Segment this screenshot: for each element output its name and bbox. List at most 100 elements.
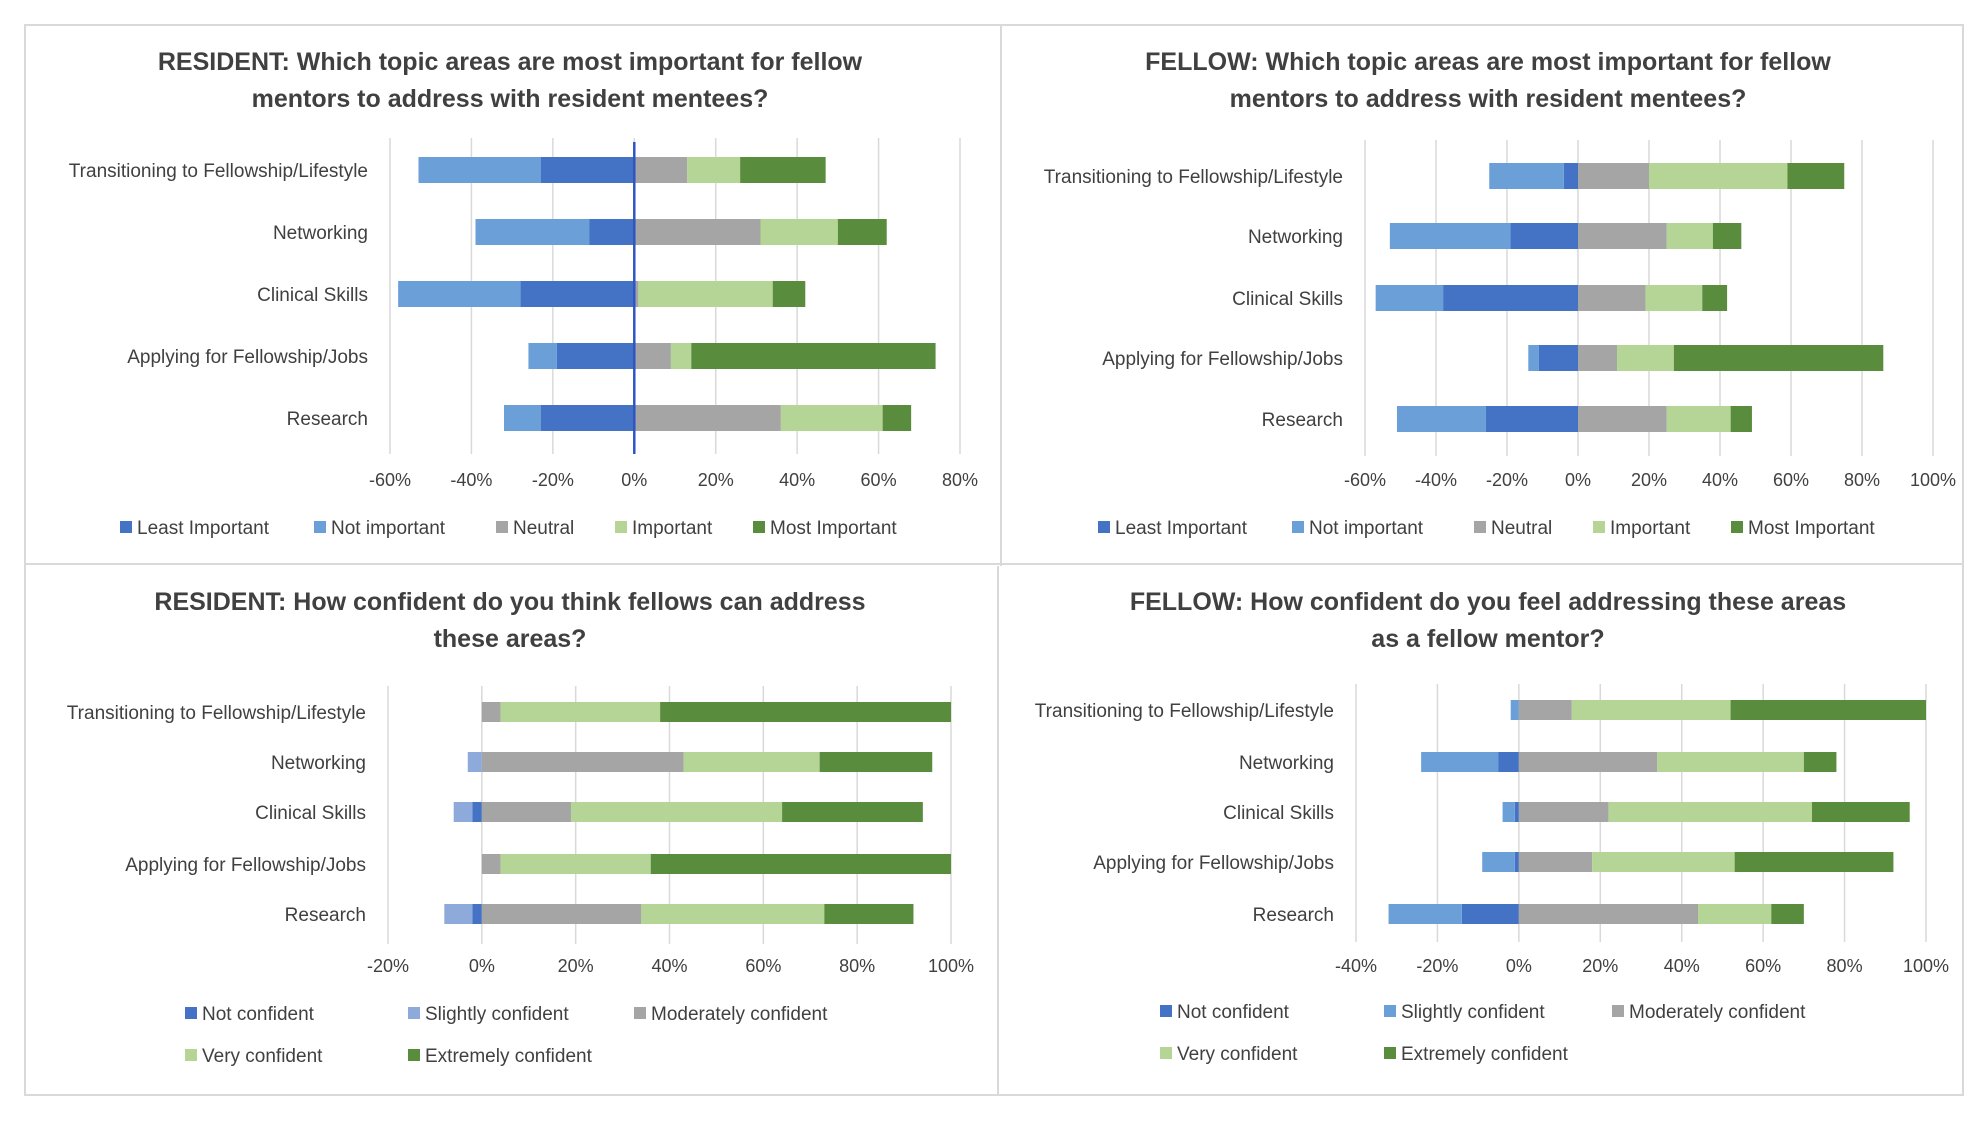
chart-title-line-1: RESIDENT: Which topic areas are most imp… (157, 48, 863, 76)
bar-extremely-confident (1771, 904, 1804, 924)
chart-title-line-2: as a fellow mentor? (1371, 625, 1605, 653)
legend-label: Not important (331, 518, 446, 539)
chart-title-line-1: FELLOW: How confident do you feel addres… (1129, 588, 1847, 616)
legend-swatch (408, 1049, 420, 1061)
y-category-label: Clinical Skills (255, 803, 366, 824)
bar-moderately-confident (1518, 852, 1593, 872)
x-axis: -60% -40% -20% 0% 20% 40% 60% 80% (369, 470, 978, 490)
y-category-label: Research (1262, 410, 1343, 431)
chart-title-line-1: RESIDENT: How confident do you think fel… (154, 588, 866, 616)
legend-swatch (1612, 1005, 1624, 1017)
bar-very-confident (1571, 700, 1731, 720)
fellow-importance-chart: FELLOW: Which topic areas are most impor… (1008, 26, 1968, 546)
x-tick-label: -20% (1486, 470, 1528, 490)
legend-label: Least Important (137, 518, 270, 539)
bar-not-confident (472, 802, 482, 822)
y-category-label: Research (287, 409, 368, 430)
x-tick-label: 20% (1582, 956, 1618, 976)
legend-swatch (185, 1049, 197, 1061)
legend: Not confident Slightly confident Moderatel… (185, 1004, 828, 1067)
bar-important (760, 219, 838, 245)
bar-neutral (634, 219, 761, 245)
bar-neutral (634, 281, 639, 307)
x-tick-label: 40% (651, 956, 687, 976)
bar-slightly-confident (1482, 852, 1515, 872)
legend-label: Slightly confident (1401, 1002, 1545, 1023)
bar-very-confident (1592, 852, 1735, 872)
legend-swatch (408, 1007, 420, 1019)
legend-swatch (120, 521, 132, 533)
bar-not-important (1389, 223, 1511, 249)
legend-swatch (185, 1007, 197, 1019)
legend-swatch (1474, 521, 1486, 533)
bars (444, 702, 951, 924)
legend-label: Not confident (1177, 1002, 1290, 1023)
legend-label: Moderately confident (1629, 1002, 1806, 1023)
bar-very-confident (570, 802, 783, 822)
bar-important (638, 281, 773, 307)
x-tick-label: 20% (1631, 470, 1667, 490)
legend-swatch (314, 521, 326, 533)
bar-least-important (1443, 285, 1578, 311)
x-tick-label: -20% (532, 470, 574, 490)
bar-very-confident (500, 702, 661, 722)
bar-moderately-confident (481, 854, 501, 874)
bar-neutral (634, 405, 781, 431)
panel-divider-vertical-bottom (997, 566, 999, 1096)
fellow-importance-plot: -60% -40% -20% 0% 20% 40% 60% 80% 100% Transition… (1044, 140, 1956, 539)
x-tick-label: 60% (1773, 470, 1809, 490)
bar-least-important (1510, 223, 1578, 249)
legend-label: Not important (1309, 518, 1424, 539)
bar-neutral (634, 157, 688, 183)
bar-least-important (520, 281, 635, 307)
x-tick-label: 40% (1664, 956, 1700, 976)
bar-very-confident (641, 904, 825, 924)
legend-swatch (615, 521, 627, 533)
x-tick-label: 40% (1702, 470, 1738, 490)
bar-extremely-confident (819, 752, 933, 772)
y-category-label: Research (285, 905, 366, 926)
legend-label: Most Important (1748, 518, 1875, 539)
resident-importance-plot: -60% -40% -20% 0% 20% 40% 60% 80% Transitioning … (69, 138, 978, 539)
bar-neutral (634, 343, 671, 369)
bar-most-important (772, 281, 806, 307)
legend-label: Slightly confident (425, 1004, 569, 1025)
bar-moderately-confident (1518, 700, 1572, 720)
bar-most-important (1712, 223, 1742, 249)
legend: Not confident Slightly confident Moderatel… (1160, 1002, 1806, 1065)
x-tick-label: 0% (1506, 956, 1532, 976)
bar-not-important (504, 405, 541, 431)
bars (398, 157, 936, 431)
bar-slightly-confident (1502, 802, 1515, 822)
x-tick-label: 0% (469, 956, 495, 976)
y-category-label: Applying for Fellowship/Jobs (127, 347, 368, 368)
chart-title-line-1: FELLOW: Which topic areas are most impor… (1145, 48, 1831, 76)
x-tick-label: 80% (1827, 956, 1863, 976)
legend-swatch (634, 1007, 646, 1019)
bar-important (670, 343, 692, 369)
bar-least-important (540, 405, 635, 431)
x-tick-label: 80% (942, 470, 978, 490)
x-tick-label: -40% (450, 470, 492, 490)
x-tick-label: 40% (779, 470, 815, 490)
y-category-label: Clinical Skills (257, 285, 368, 306)
legend-label: Extremely confident (425, 1046, 593, 1067)
bar-extremely-confident (782, 802, 923, 822)
bar-not-important (475, 219, 590, 245)
y-category-label: Networking (273, 223, 368, 244)
chart-title: FELLOW: Which topic areas are most impor… (1008, 44, 1968, 118)
bar-important (1617, 345, 1674, 371)
bar-very-confident (683, 752, 820, 772)
bars (1388, 700, 1926, 924)
bar-neutral (1578, 163, 1649, 189)
bar-not-important (418, 157, 541, 183)
bar-not-confident (1514, 802, 1519, 822)
bar-moderately-confident (481, 752, 684, 772)
bar-least-important (1485, 406, 1578, 432)
bar-most-important (837, 219, 887, 245)
bar-slightly-confident (467, 752, 482, 772)
bar-very-confident (1698, 904, 1772, 924)
x-tick-label: 100% (1903, 956, 1949, 976)
bar-not-confident (472, 904, 482, 924)
legend-swatch (753, 521, 765, 533)
